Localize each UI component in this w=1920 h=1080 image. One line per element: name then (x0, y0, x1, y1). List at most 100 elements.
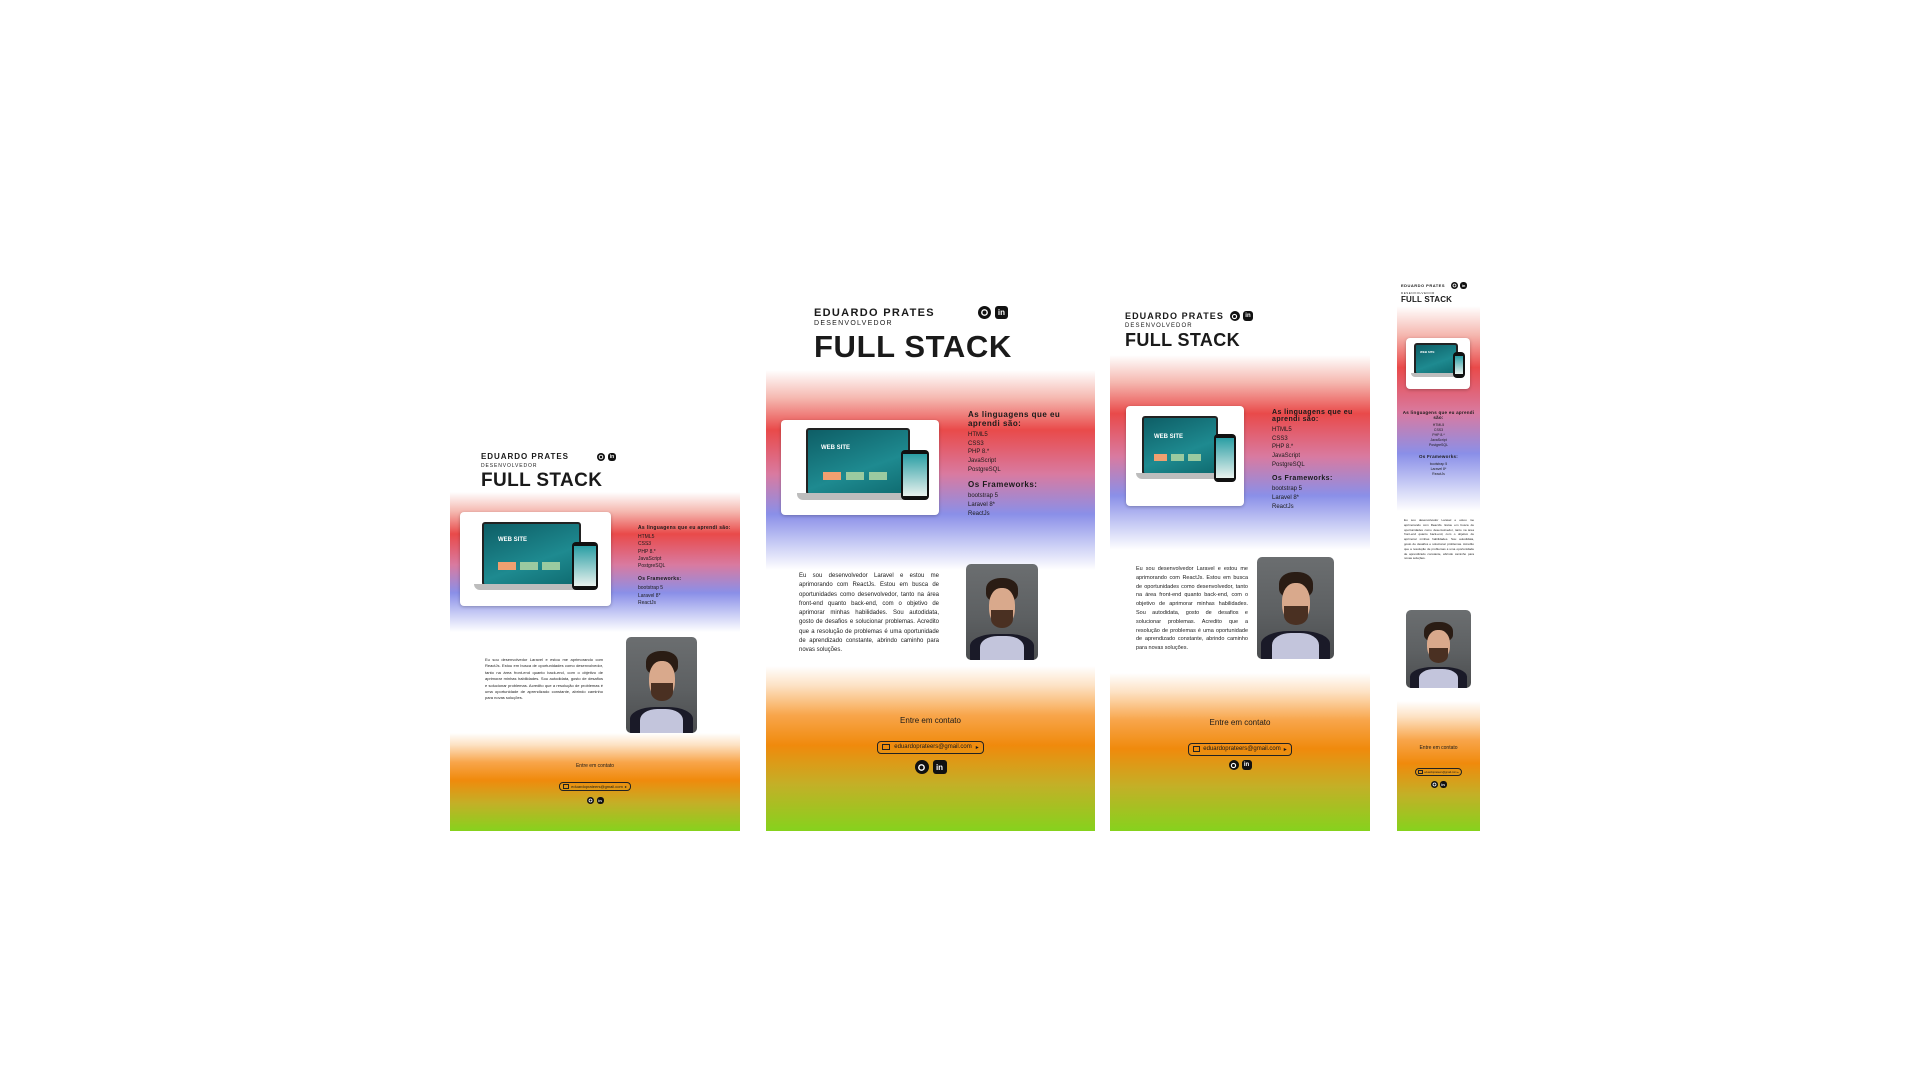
author-name: EDUARDO PRATES (814, 306, 935, 319)
mail-icon (1418, 770, 1424, 774)
header: EDUARDO PRATES in DESENVOLVEDOR FULL STA… (450, 447, 740, 490)
framework-item: ReactJs (1272, 503, 1294, 510)
frameworks-heading: Os Frameworks: (1418, 454, 1459, 460)
framework-item: bootstrap 5 (1429, 462, 1448, 467)
linkedin-icon[interactable]: in (932, 760, 947, 774)
contact-social-icons: in (1110, 760, 1370, 770)
preview-tablet: EDUARDO PRATES in DESENVOLVEDOR FULL STA… (1110, 305, 1370, 831)
languages-heading: As linguagens que eu aprendi são: (638, 525, 731, 531)
contact-area: Entre em contato eduardoprateers@gmail.c… (1397, 745, 1480, 788)
email-address: eduardoprateers@gmail.com (571, 784, 623, 789)
linkedin-icon[interactable]: in (1242, 311, 1253, 321)
page-title: FULL STACK (1401, 295, 1453, 304)
profile-photo (1257, 557, 1334, 659)
language-item: PHP 8.* (1272, 444, 1294, 451)
frameworks-heading: Os Frameworks: (1272, 475, 1333, 483)
github-icon[interactable] (596, 452, 605, 461)
website-mockup: WEB SITE (1406, 338, 1470, 389)
framework-item: Laravel 8* (638, 592, 661, 599)
linkedin-icon[interactable]: in (1459, 282, 1467, 289)
contact-area: Entre em contato eduardoprateers@gmail.c… (450, 763, 740, 804)
languages-heading: As linguagens que eu aprendi são: (1402, 410, 1475, 420)
framework-item: bootstrap 5 (1272, 486, 1303, 493)
languages-heading: As linguagens que eu aprendi são: (968, 410, 1061, 428)
page-title: FULL STACK (481, 470, 603, 491)
arrow-right-icon: ▸ (1283, 746, 1287, 753)
language-item: HTML5 (968, 432, 988, 438)
contact-area: Entre em contato eduardoprateers@gmail.c… (1110, 718, 1370, 770)
mail-icon (1193, 746, 1201, 752)
languages-heading: As linguagens que eu aprendi são: (1272, 409, 1353, 423)
language-item: JavaScript (1430, 438, 1447, 443)
language-item: JavaScript (968, 458, 997, 465)
email-button[interactable]: eduardoprateers@gmail.com ▸ (1415, 768, 1462, 776)
preview-desktop-large: EDUARDO PRATES in DESENVOLVEDOR FULL STA… (766, 292, 1095, 831)
preview-mobile: EDUARDO PRATES in DESENVOLVEDOR FULL STA… (1397, 282, 1480, 831)
page-title: FULL STACK (814, 329, 1012, 364)
author-role: DESENVOLVEDOR (814, 320, 893, 327)
framework-item: Laravel 8* (1272, 495, 1300, 502)
contact-label: Entre em contato (1209, 718, 1271, 727)
language-item: PostgreSQL (1428, 443, 1449, 448)
frameworks-heading: Os Frameworks: (638, 576, 682, 583)
framework-item: bootstrap 5 (968, 493, 999, 500)
bio-text: Eu sou desenvolvedor Laravel e estou me … (799, 573, 939, 654)
skills-list: As linguagens que eu aprendi são: HTML5 … (1397, 410, 1480, 484)
language-item: CSS3 (1433, 428, 1444, 433)
mockup-label: WEB SITE (1154, 434, 1184, 440)
profile-photo (966, 564, 1038, 660)
social-icons: in (596, 452, 616, 461)
email-address: eduardoprateers@gmail.com (1424, 770, 1457, 774)
github-icon[interactable] (977, 306, 991, 319)
bio-text: Eu sou desenvolvedor Laravel e estou me … (1136, 566, 1248, 652)
author-name: EDUARDO PRATES (481, 452, 569, 461)
linkedin-icon[interactable]: in (994, 306, 1008, 319)
language-item: CSS3 (968, 440, 984, 447)
author-name: EDUARDO PRATES (1401, 283, 1445, 288)
github-icon[interactable] (1450, 282, 1458, 289)
github-icon[interactable] (1228, 760, 1239, 770)
framework-item: bootstrap 5 (638, 585, 664, 592)
language-item: CSS3 (1272, 435, 1288, 442)
header: EDUARDO PRATES in DESENVOLVEDOR FULL STA… (1397, 282, 1480, 304)
language-item: CSS3 (638, 541, 652, 548)
github-icon[interactable] (914, 760, 929, 774)
language-item: PostgreSQL (1272, 461, 1305, 468)
profile-photo (626, 637, 697, 733)
github-icon[interactable] (586, 797, 594, 804)
email-address: eduardoprateers@gmail.com (894, 744, 972, 750)
linkedin-icon[interactable]: in (1439, 781, 1447, 788)
bio-text: Eu sou desenvolvedor Laravel e estou me … (1404, 518, 1474, 561)
profile-photo (1406, 610, 1471, 688)
skills-list: As linguagens que eu aprendi são: HTML5 … (968, 410, 1088, 525)
skills-list: As linguagens que eu aprendi são: HTML5 … (638, 525, 733, 613)
skills-list: As linguagens que eu aprendi são: HTML5 … (1272, 409, 1364, 518)
language-item: HTML5 (1432, 423, 1445, 427)
arrow-right-icon: ▸ (1457, 770, 1459, 774)
language-item: JavaScript (1272, 453, 1301, 460)
linkedin-icon[interactable]: in (596, 797, 604, 804)
header: EDUARDO PRATES in DESENVOLVEDOR FULL STA… (766, 292, 1095, 362)
linkedin-icon[interactable]: in (607, 452, 616, 461)
website-mockup: WEB SITE (781, 420, 939, 515)
language-item: PHP 8.* (1432, 433, 1445, 438)
email-button[interactable]: eduardoprateers@gmail.com ▸ (559, 782, 631, 791)
contact-section (766, 666, 1095, 831)
language-item: HTML5 (1272, 427, 1292, 433)
email-button[interactable]: eduardoprateers@gmail.com ▸ (877, 740, 984, 754)
github-icon[interactable] (1430, 781, 1438, 788)
email-button[interactable]: eduardoprateers@gmail.com ▸ (1188, 742, 1292, 756)
framework-item: ReactJs (638, 599, 657, 606)
mail-icon (882, 744, 891, 750)
language-item: HTML5 (638, 534, 655, 540)
github-icon[interactable] (1229, 311, 1240, 321)
linkedin-icon[interactable]: in (1241, 760, 1252, 770)
preview-desktop-small: EDUARDO PRATES in DESENVOLVEDOR FULL STA… (450, 447, 740, 831)
email-address: eduardoprateers@gmail.com (1203, 746, 1281, 752)
contact-social-icons: in (450, 797, 740, 804)
social-icons: in (1450, 282, 1467, 289)
contact-label: Entre em contato (900, 716, 961, 725)
framework-item: Laravel 8* (1430, 467, 1447, 472)
arrow-right-icon: ▸ (975, 744, 979, 751)
mail-icon (563, 784, 570, 789)
